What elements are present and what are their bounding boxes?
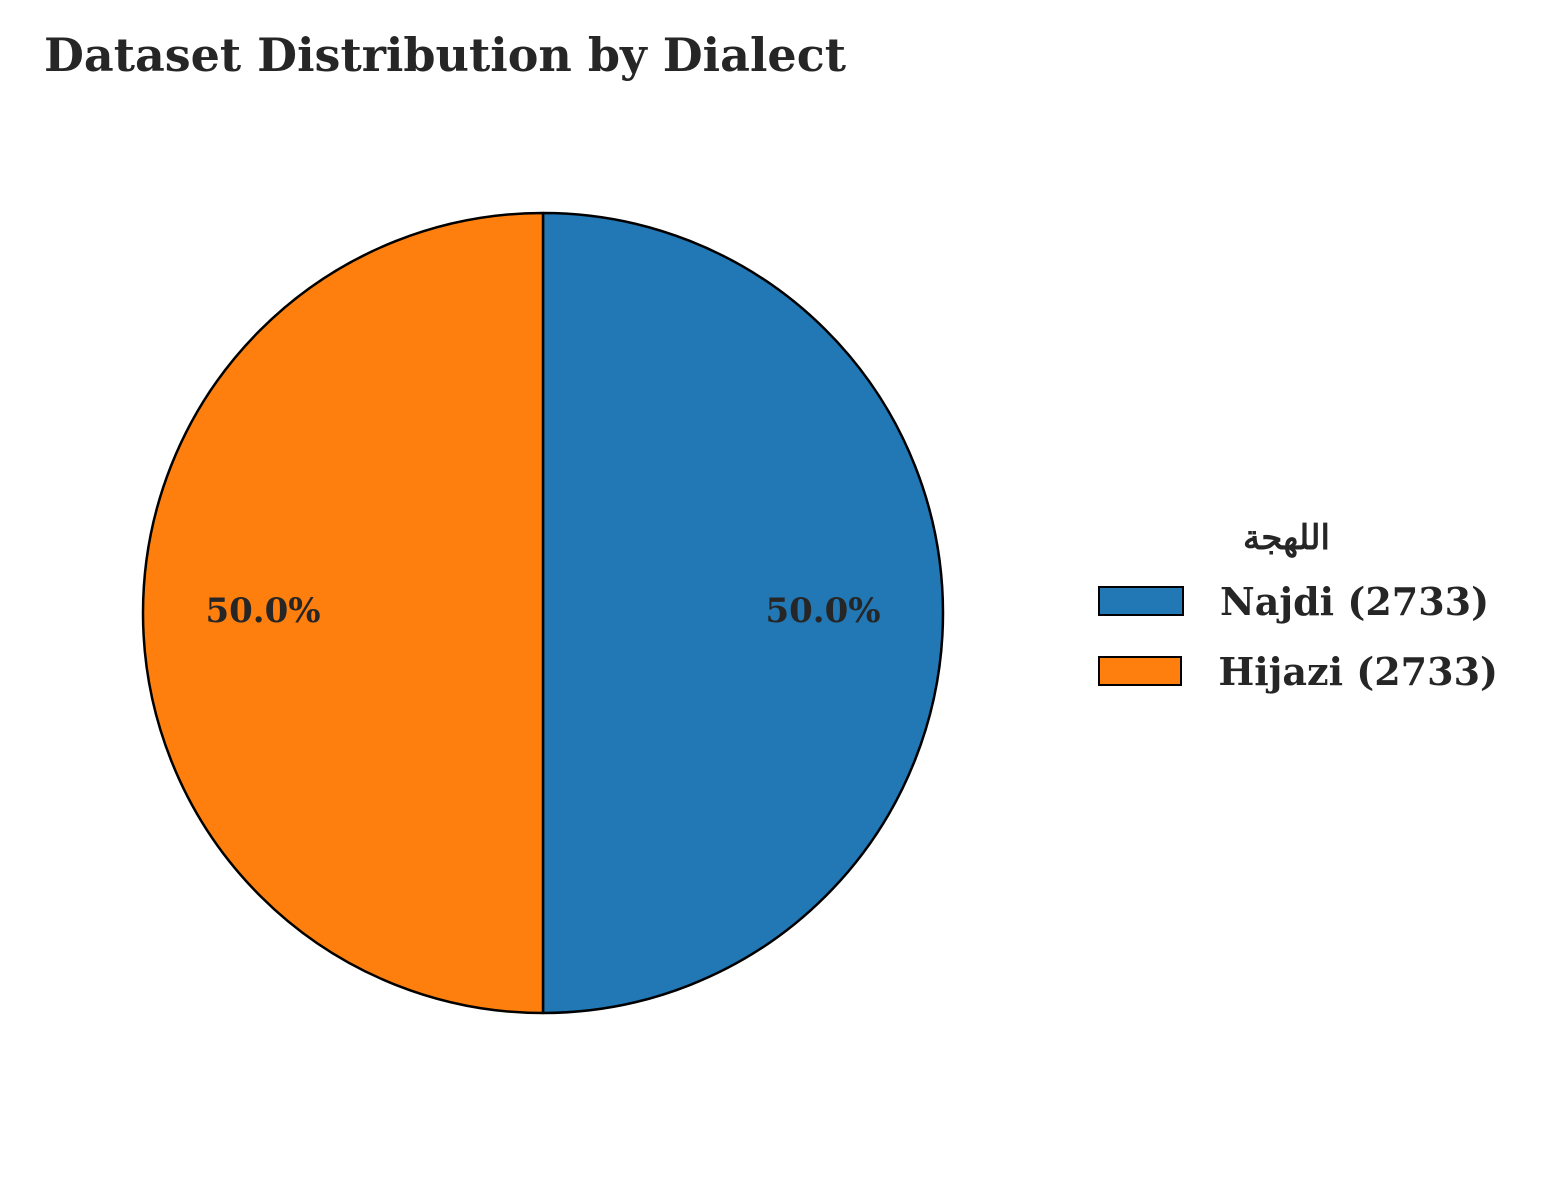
legend-swatch-hijazi [1098,656,1183,686]
slice-label-hijazi: 50.0% [205,591,320,631]
slice-label-najdi: 50.0% [765,591,880,631]
legend-swatch-najdi [1098,586,1184,616]
slice-hijazi [141,211,545,1015]
legend-title: اللهجة [1243,518,1330,558]
legend-label-hijazi: Hijazi (2733) [1218,648,1498,694]
legend-label-najdi: Najdi (2733) [1220,578,1490,624]
chart-title: Dataset Distribution by Dialect [44,28,846,82]
slice-najdi [541,211,945,1015]
legend-item-najdi: Najdi (2733) [1098,566,1498,636]
legend: اللهجة Najdi (2733) Hijazi (2733) [1098,518,1498,706]
legend-item-hijazi: Hijazi (2733) [1098,636,1498,706]
